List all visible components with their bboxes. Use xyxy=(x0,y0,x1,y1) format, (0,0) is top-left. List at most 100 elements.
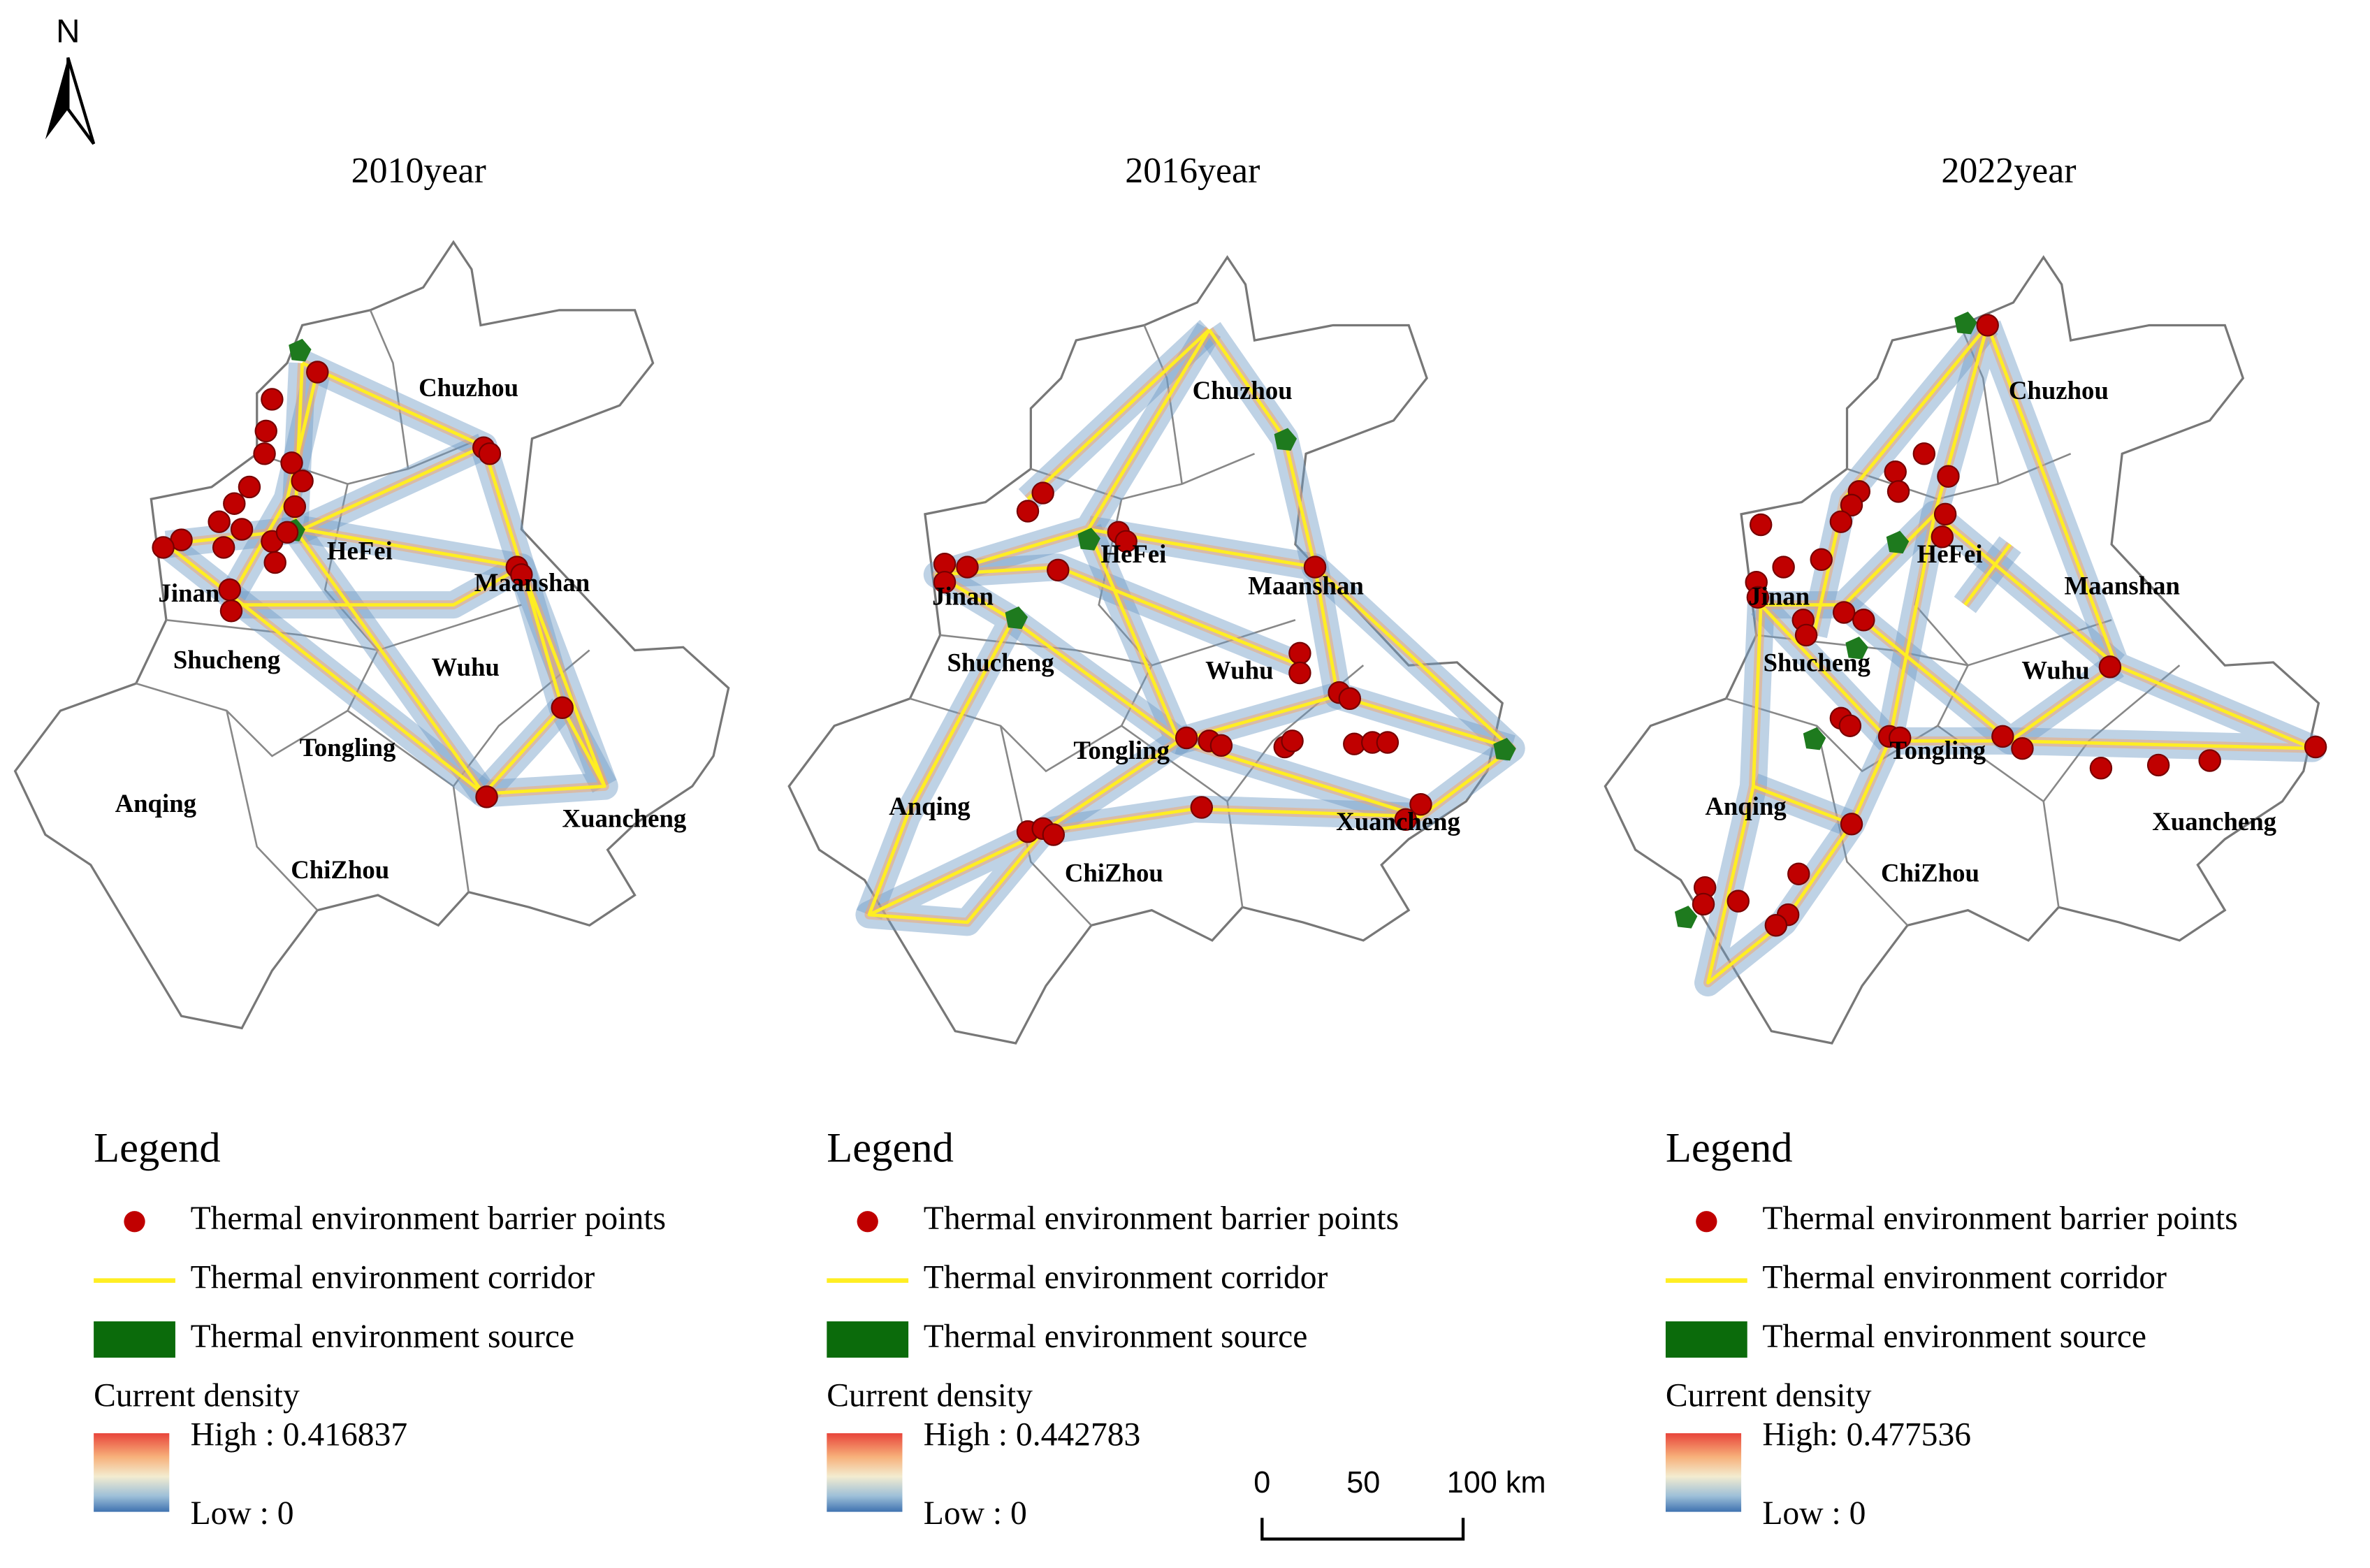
barrier-point xyxy=(219,600,243,623)
scale-label: 100 km xyxy=(1447,1466,1546,1500)
map-panel: 2022year Chuzhou HeFei Jinan Maanshan Shuchen… xyxy=(1604,151,2327,1045)
city-label: HeFei xyxy=(327,537,393,565)
legend-item: Thermal environment corridor xyxy=(1762,1260,2167,1296)
region-outline xyxy=(1604,255,2320,1045)
corridor xyxy=(867,328,1211,915)
barrier-point xyxy=(1726,890,1750,913)
corridor xyxy=(1088,528,1512,750)
source-patch xyxy=(289,338,312,362)
barrier-point xyxy=(1840,813,1863,836)
density-ramp xyxy=(1665,1433,1742,1512)
barrier-point xyxy=(510,563,533,586)
corridor xyxy=(1752,785,1852,826)
corridor xyxy=(482,706,564,795)
barrier-point xyxy=(1692,892,1715,916)
barrier-point xyxy=(933,570,957,594)
corridor xyxy=(867,328,1513,924)
barrier-point xyxy=(283,495,307,518)
barrier-point xyxy=(1829,510,1853,533)
source-patch xyxy=(1886,530,1910,554)
barrier-point xyxy=(1838,714,1862,737)
corridor xyxy=(1963,543,2012,607)
city-label: Maanshan xyxy=(1248,571,1364,600)
legend-point xyxy=(1696,1211,1717,1233)
barrier-point xyxy=(280,451,303,474)
city-label: Tongling xyxy=(300,733,396,762)
barrier-point xyxy=(1209,734,1233,757)
density-high: High : 0.416837 xyxy=(191,1417,408,1453)
north-arrow: N xyxy=(45,13,96,145)
legend-item: Thermal environment source xyxy=(191,1319,575,1355)
barrier-point xyxy=(1884,460,1907,484)
source-patch xyxy=(1493,738,1516,761)
barrier-point xyxy=(261,388,284,411)
barrier-point xyxy=(1016,500,1040,523)
legend: Legend Thermal environment barrier points… xyxy=(827,1125,1399,1532)
city-label: Jinan xyxy=(158,579,219,607)
legend-item: Thermal environment corridor xyxy=(924,1260,1328,1296)
barrier-point xyxy=(253,442,276,465)
barrier-point xyxy=(1031,481,1054,504)
city-label: Shucheng xyxy=(173,645,281,674)
barrier-point xyxy=(1114,530,1137,553)
city-label: Chuzhou xyxy=(1193,376,1293,405)
map-panel: 2016year Chuzhou HeFei Jinan Maanshan Shuchen… xyxy=(787,151,1525,1045)
city-label: Chuzhou xyxy=(2009,376,2109,405)
barrier-point xyxy=(1794,623,1818,647)
barrier-point xyxy=(218,578,242,602)
barrier-point xyxy=(1303,556,1327,579)
county-border xyxy=(452,786,470,892)
city-label: Anqing xyxy=(115,789,197,818)
legend-title: Legend xyxy=(94,1125,221,1172)
city-label: Xuancheng xyxy=(1336,807,1460,836)
county-border xyxy=(999,725,1092,927)
density-low: Low : 0 xyxy=(191,1495,294,1532)
barrier-point xyxy=(152,536,175,559)
county-border xyxy=(1143,324,1183,484)
source-patch xyxy=(1274,428,1297,451)
barrier-point xyxy=(1889,726,1912,750)
legend-source xyxy=(94,1321,175,1358)
city-label: Jinan xyxy=(932,581,994,610)
city-label: Wuhu xyxy=(2021,655,2089,684)
legend-source xyxy=(1665,1321,1747,1358)
density-low: Low : 0 xyxy=(1762,1495,1866,1532)
north-label: N xyxy=(56,13,80,50)
source-patch xyxy=(1674,906,1698,929)
map-panel: 2010year Chuzhou HeFei Jinan Maanshan Shuchen… xyxy=(13,151,730,1030)
barrier-point xyxy=(1409,792,1432,816)
legend: Legend Thermal environment barrier points… xyxy=(1665,1125,2238,1532)
city-label: Tongling xyxy=(1073,736,1170,764)
source-patch xyxy=(1954,311,1977,335)
county-border xyxy=(1726,697,2044,802)
source-patch xyxy=(1803,727,1826,750)
barrier-point xyxy=(306,361,329,384)
city-label: Wuhu xyxy=(432,653,500,681)
barrier-point xyxy=(1175,726,1198,750)
city-label: Anqing xyxy=(889,792,970,820)
barrier-point xyxy=(254,419,277,443)
city-label: Jinan xyxy=(1748,581,1810,610)
city-label: Maanshan xyxy=(474,568,590,597)
scale-label: 0 xyxy=(1253,1466,1270,1500)
legend-title: Legend xyxy=(1666,1125,1793,1172)
barrier-point xyxy=(1749,513,1773,537)
city-label: Anqing xyxy=(1705,792,1787,820)
city-label: Chuzhou xyxy=(419,373,518,402)
barrier-point xyxy=(1047,558,1070,582)
barrier-point xyxy=(1886,480,1910,503)
barrier-point xyxy=(275,521,299,544)
city-label: ChiZhou xyxy=(1881,858,1979,887)
city-label: Maanshan xyxy=(2064,571,2180,600)
barrier-point xyxy=(1931,525,1954,549)
corridor xyxy=(302,528,606,787)
barrier-point xyxy=(2198,749,2221,772)
barrier-point xyxy=(2011,736,2034,760)
barrier-point xyxy=(1376,731,1400,754)
legend-point xyxy=(124,1211,145,1233)
barrier-point xyxy=(1840,493,1863,517)
county-border xyxy=(166,604,522,651)
source-patch xyxy=(1077,528,1100,551)
barrier-point xyxy=(230,518,254,541)
